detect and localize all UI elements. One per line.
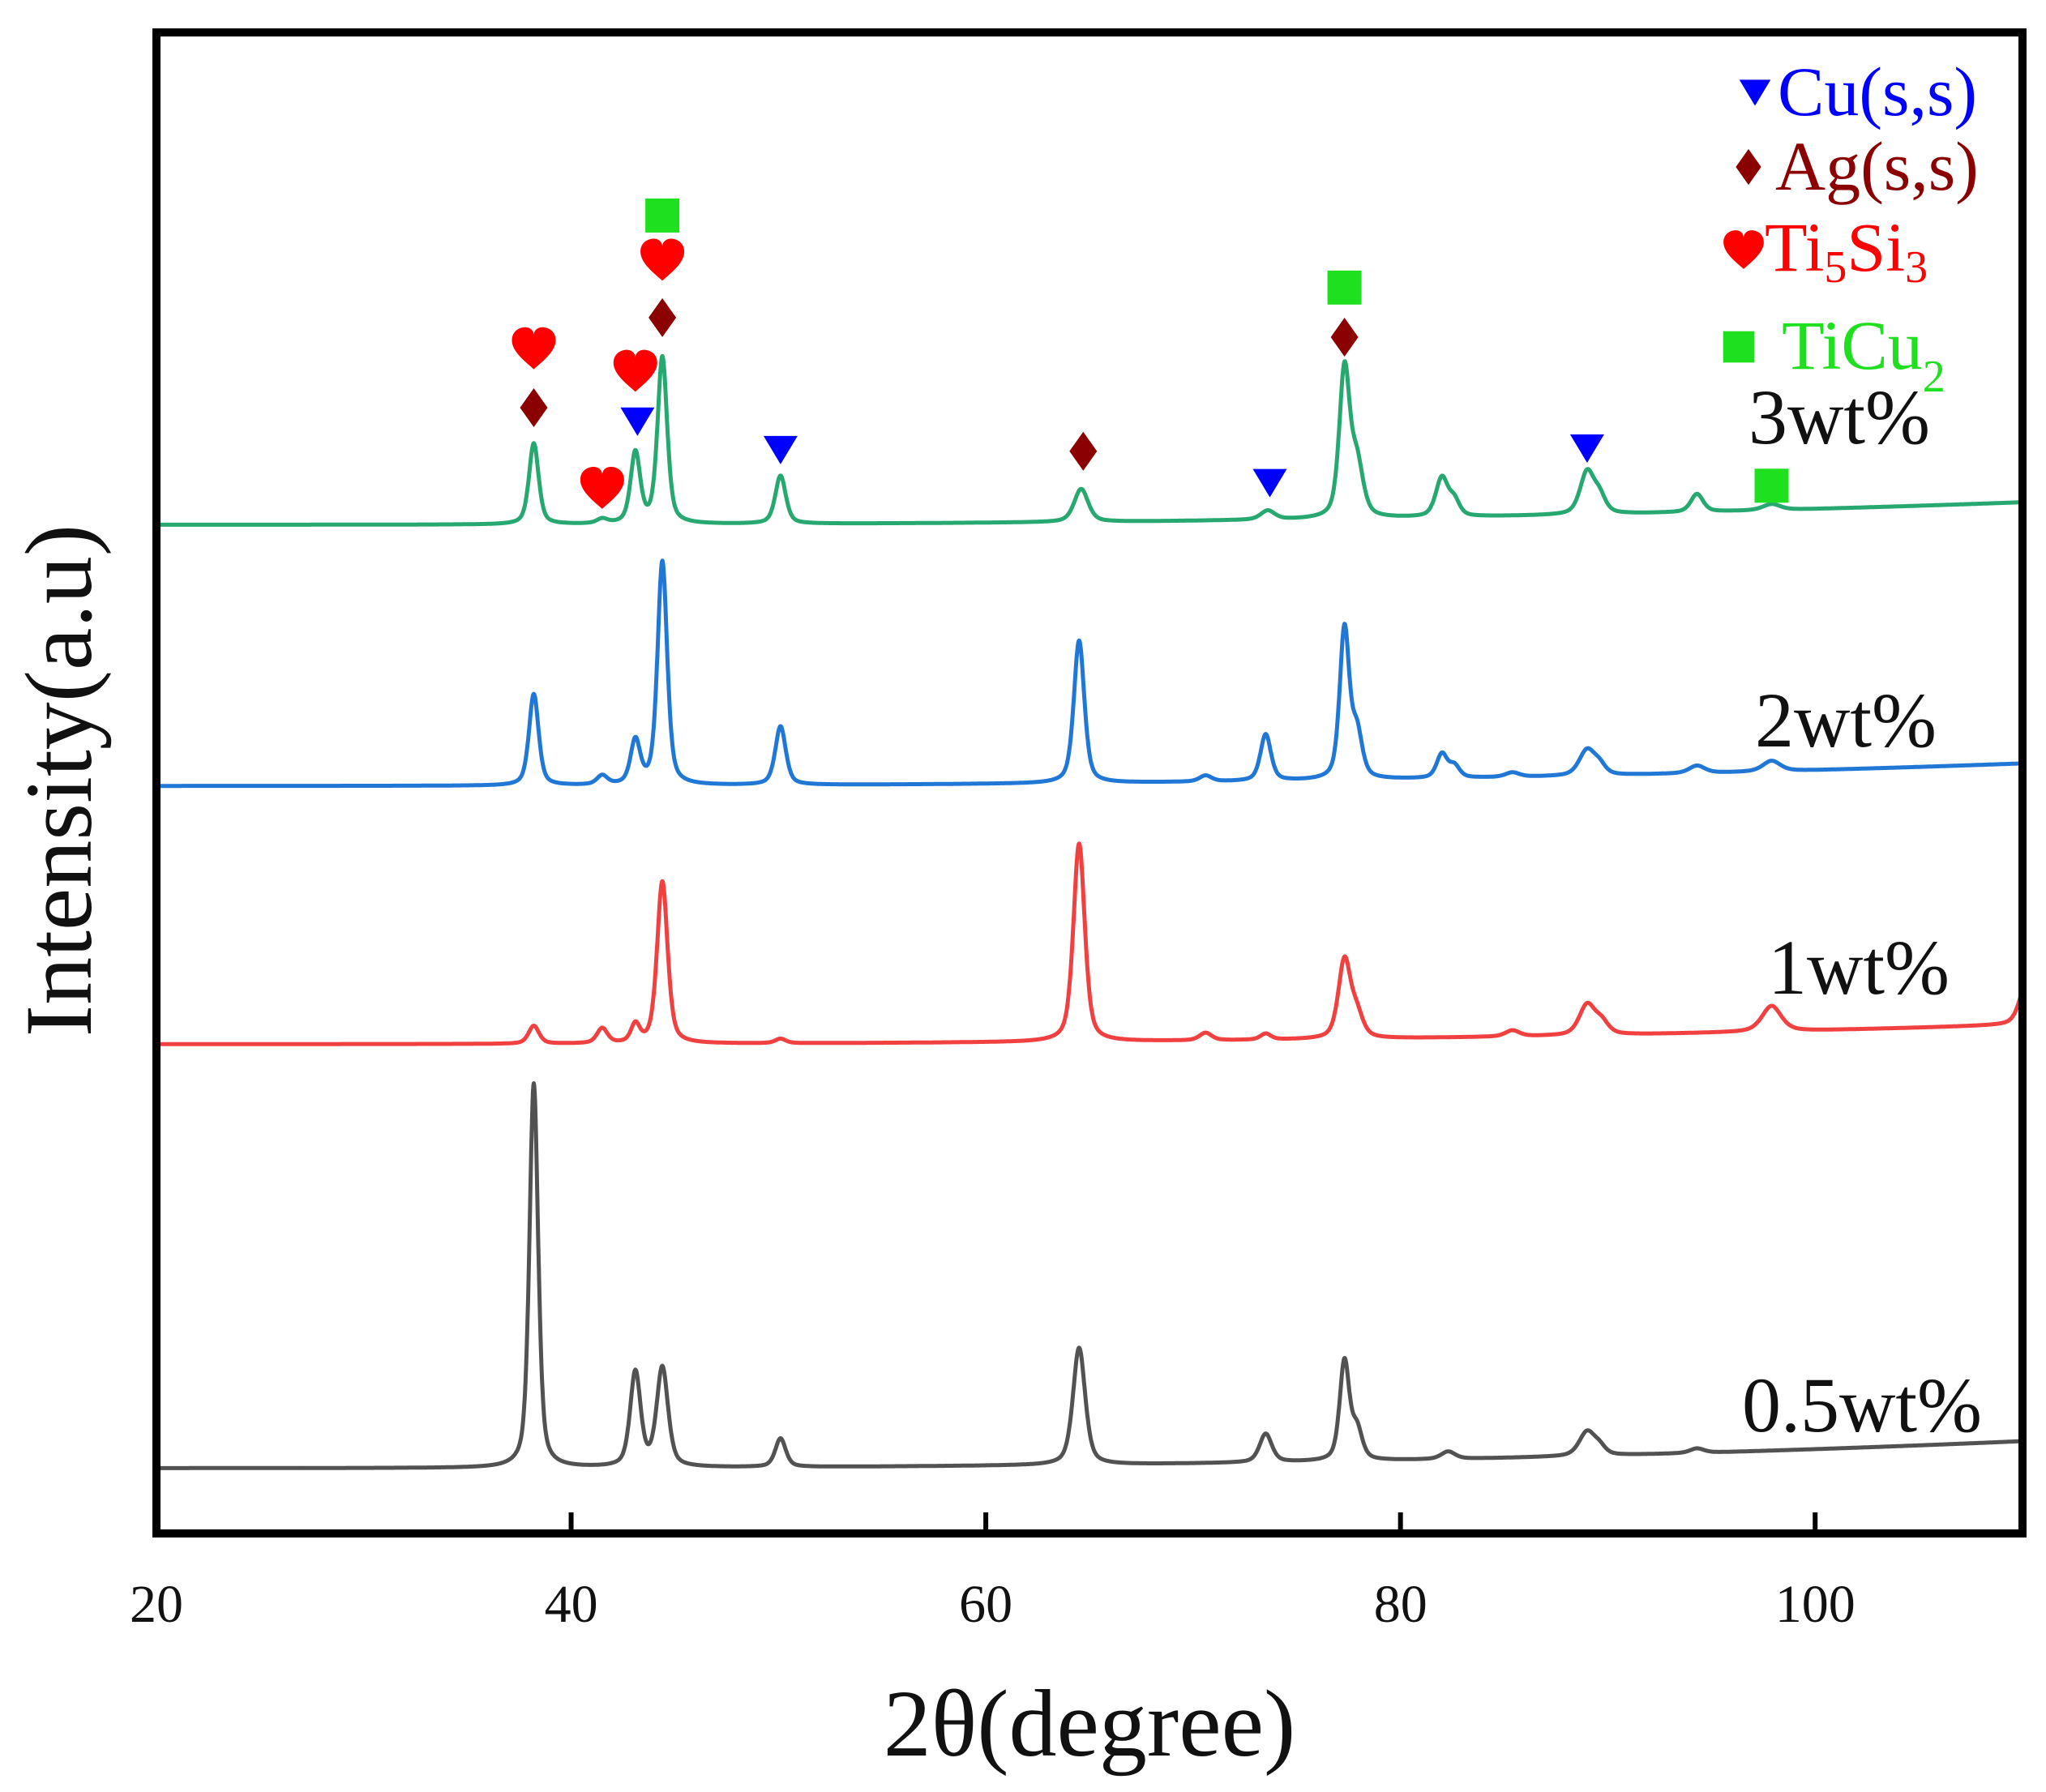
legend-label-subscript: 5 (1824, 242, 1847, 293)
x-axis-label: 2θ(degree) (884, 1670, 1296, 1777)
x-tick-label: 60 (959, 1575, 1012, 1634)
phase-marker-ti5si3 (640, 238, 685, 281)
series-line-1wt (156, 841, 2022, 1046)
phase-marker-ag (648, 297, 677, 337)
square-icon (1754, 468, 1789, 503)
legend-label-cu: Cu(s,s) (1778, 53, 1977, 130)
series-line-3wt (156, 353, 2022, 527)
legend-label-part: Cu(s,s) (1778, 53, 1977, 130)
square-icon (1723, 331, 1755, 363)
phase-marker-cu (620, 407, 655, 436)
phase-marker-ticu2 (1754, 468, 1789, 503)
triangle-down-icon (1569, 434, 1604, 463)
series-lines (156, 353, 2022, 1470)
legend-label-ti5si3: Ti5Si3 (1765, 208, 1928, 293)
series-line-0-5wt (156, 1081, 2022, 1470)
phase-marker-ag (1330, 318, 1359, 357)
triangle-down-icon (763, 435, 798, 464)
heart-icon (512, 327, 556, 370)
x-axis-ticks (154, 1512, 1818, 1533)
phase-markers (512, 198, 1789, 509)
legend-label-ag: Ag(s,s) (1775, 127, 1979, 205)
legend-label-part: Si (1847, 208, 1905, 286)
heart-icon (613, 349, 657, 392)
phase-marker-ti5si3 (512, 327, 556, 370)
series-label-1wt: 1wt% (1768, 924, 1950, 1011)
phase-marker-ti5si3 (613, 349, 657, 392)
plot-frame (152, 28, 2027, 1538)
triangle-down-icon (620, 407, 655, 436)
square-icon (1327, 270, 1362, 305)
triangle-down-icon (1252, 468, 1287, 498)
series-label-3wt: 3wt% (1749, 374, 1930, 460)
legend-marker-cu (1739, 79, 1771, 106)
legend-marker-ti5si3 (1723, 230, 1764, 269)
diamond-icon (1069, 431, 1098, 471)
y-axis-label: Intensity(a.u) (6, 524, 112, 1037)
phase-marker-cu (763, 435, 798, 464)
legend-label-part: TiCu (1782, 306, 1923, 384)
phase-marker-ticu2 (1327, 270, 1362, 305)
square-icon (645, 198, 680, 233)
series-line-2wt (156, 558, 2022, 789)
diamond-icon (648, 297, 677, 337)
legend-marker-ag (1736, 148, 1761, 186)
phase-marker-ag (520, 388, 548, 427)
series-label-2wt: 2wt% (1755, 677, 1937, 763)
x-tick-label: 40 (545, 1575, 598, 1634)
triangle-down-icon (1739, 79, 1771, 106)
legend-label-part: Ag(s,s) (1775, 127, 1979, 205)
legend: Cu(s,s) Ag(s,s) Ti5Si3 TiCu2 (1723, 53, 1979, 402)
phase-marker-ag (1069, 431, 1098, 471)
x-tick-label: 100 (1775, 1575, 1856, 1634)
heart-icon (640, 238, 685, 281)
x-tick-label: 80 (1374, 1575, 1427, 1634)
phase-marker-ticu2 (645, 198, 680, 233)
phase-marker-cu (1569, 434, 1604, 463)
legend-marker-ticu2 (1723, 331, 1755, 363)
phase-marker-ti5si3 (580, 467, 624, 509)
diamond-icon (520, 388, 548, 427)
legend-label-ticu2: TiCu2 (1782, 306, 1945, 402)
series-label-0-5wt: 0.5wt% (1742, 1362, 1982, 1448)
x-tick-label: 20 (130, 1575, 183, 1634)
legend-label-subscript: 2 (1923, 352, 1945, 402)
diamond-icon (1330, 318, 1359, 357)
diamond-icon (1736, 148, 1761, 186)
phase-marker-cu (1252, 468, 1287, 498)
legend-label-part: Ti (1765, 208, 1824, 286)
legend-label-subscript: 3 (1905, 242, 1928, 293)
heart-icon (1723, 230, 1764, 269)
heart-icon (580, 467, 624, 509)
